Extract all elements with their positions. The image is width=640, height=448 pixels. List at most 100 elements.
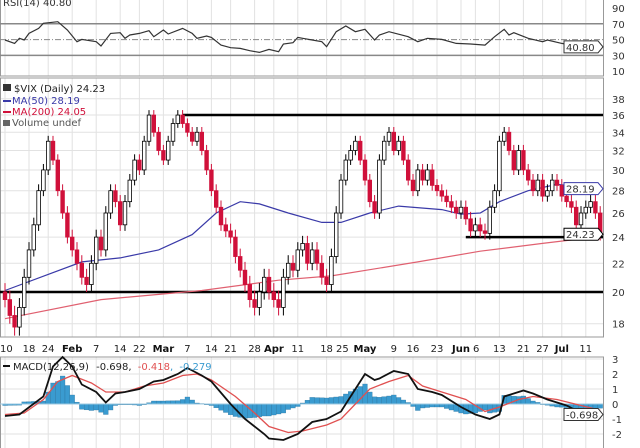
candle-body <box>401 140 406 161</box>
macd-histogram-bar <box>180 399 186 405</box>
candle-body <box>439 190 444 197</box>
date-tick-label: May <box>354 344 377 355</box>
macd-histogram-bar <box>304 400 310 405</box>
macd-histogram-bar <box>276 403 282 415</box>
date-tick-label: 18 <box>23 344 36 355</box>
candle-body <box>185 123 190 133</box>
volume-legend: Volume undef <box>12 118 82 129</box>
candle-body <box>338 179 344 214</box>
candle-body <box>21 276 27 308</box>
candle-body <box>381 140 387 161</box>
candle-body <box>458 206 464 214</box>
date-tick-label: 22 <box>133 344 146 355</box>
macd-histogram-bar <box>482 403 488 411</box>
candle-body <box>588 201 593 208</box>
macd-histogram-bar <box>319 397 325 405</box>
macd-legend-name: MACD(12,26,9) <box>13 362 89 373</box>
price-tick-label: 32 <box>612 147 625 158</box>
date-axis: 10 18 24 Feb 7 14 22 Mar 7 14 21 28 Apr 11 18 25 May 9 16 2… <box>0 344 592 355</box>
macd-histogram-bar <box>280 403 286 414</box>
candle-legend-icon <box>3 84 11 91</box>
close-value-label-box <box>563 227 604 241</box>
macd-tick-label: 0 <box>612 400 618 411</box>
macd-histogram-bar <box>261 403 267 417</box>
candle-body <box>530 179 536 192</box>
candle-body <box>137 159 142 171</box>
rsi-tick-label: 90 <box>612 4 625 15</box>
macd-panel-border <box>0 356 604 448</box>
candle-body <box>444 195 449 203</box>
macd-line <box>4 355 601 441</box>
macd-histogram-bar <box>93 403 99 411</box>
date-tick-label: 25 <box>336 344 349 355</box>
candle-body <box>477 224 483 232</box>
macd-histogram-bar <box>290 403 296 409</box>
candle-body <box>290 262 296 271</box>
price-tick-label: 38 <box>612 95 625 106</box>
candle-body <box>65 212 70 238</box>
macd-histogram-bar <box>103 403 109 415</box>
candle-body <box>324 276 329 285</box>
macd-tick-label: 1 <box>612 385 618 396</box>
macd-histogram-bar <box>285 403 291 410</box>
macd-histogram-bar <box>424 403 430 408</box>
candle-body <box>526 169 531 181</box>
date-tick-label: 6 <box>473 344 479 355</box>
macd-tick-label: -2 <box>612 430 622 441</box>
candle-body <box>122 201 128 226</box>
candle-body <box>309 249 315 264</box>
value-labels: 40.80 28.19 24.23 -0.698 <box>563 40 604 421</box>
macd-histogram-bar <box>218 403 224 411</box>
signal-legend-value: -0.418 <box>138 362 170 373</box>
macd-histogram-bar <box>98 403 104 413</box>
ma200-legend: MA(200) 24.05 <box>12 107 86 118</box>
rsi-value-label-box <box>563 40 604 54</box>
candle-body <box>434 184 440 192</box>
macd-histogram-bar <box>266 403 272 417</box>
candle-body <box>266 276 272 293</box>
candle-body <box>285 262 291 278</box>
macd-histogram-bar <box>271 403 277 416</box>
candle-body <box>55 159 60 192</box>
macd-histogram-bar <box>328 397 334 405</box>
signal-line <box>4 373 601 434</box>
candle-body <box>473 224 478 232</box>
candle-body <box>74 249 80 264</box>
candle-body <box>396 140 401 151</box>
macd-tick-label: -1 <box>612 415 622 426</box>
rsi-line <box>4 21 601 54</box>
candle-body <box>497 140 502 192</box>
price-legend: $VIX (Daily) 24.23 MA(50) 28.19 MA(200) … <box>3 84 105 129</box>
grid <box>0 0 603 448</box>
candle-body <box>372 201 377 214</box>
candle-body <box>305 243 310 264</box>
candle-body <box>583 206 588 214</box>
candle-body <box>213 190 219 208</box>
candle-body <box>276 299 281 308</box>
candle-body <box>550 179 555 192</box>
candle-body <box>31 224 36 251</box>
candle-body <box>559 184 564 197</box>
candle-body <box>26 249 32 278</box>
candle-body <box>165 140 171 161</box>
histogram-legend-value: -0.279 <box>179 362 211 373</box>
candle-body <box>127 179 132 203</box>
candle-body <box>569 201 574 208</box>
macd-histogram-bar <box>487 403 493 414</box>
candle-body <box>113 190 118 203</box>
ma50-legend: MA(50) 28.19 <box>12 96 80 107</box>
macd-histogram-bar <box>597 403 603 409</box>
candle-body <box>194 131 200 142</box>
candle-body <box>118 201 123 226</box>
candle-body <box>180 114 185 124</box>
candle-body <box>554 179 560 186</box>
macd-histogram-bar <box>376 397 382 405</box>
macd-histogram-bar <box>391 394 397 405</box>
macd-histogram-bar <box>309 397 315 405</box>
candle-body <box>453 206 459 214</box>
candle-body <box>521 150 526 171</box>
rsi-tick-label: 30 <box>612 51 625 62</box>
candle-body <box>429 169 435 186</box>
candle-body <box>7 299 12 316</box>
candle-body <box>449 201 454 208</box>
